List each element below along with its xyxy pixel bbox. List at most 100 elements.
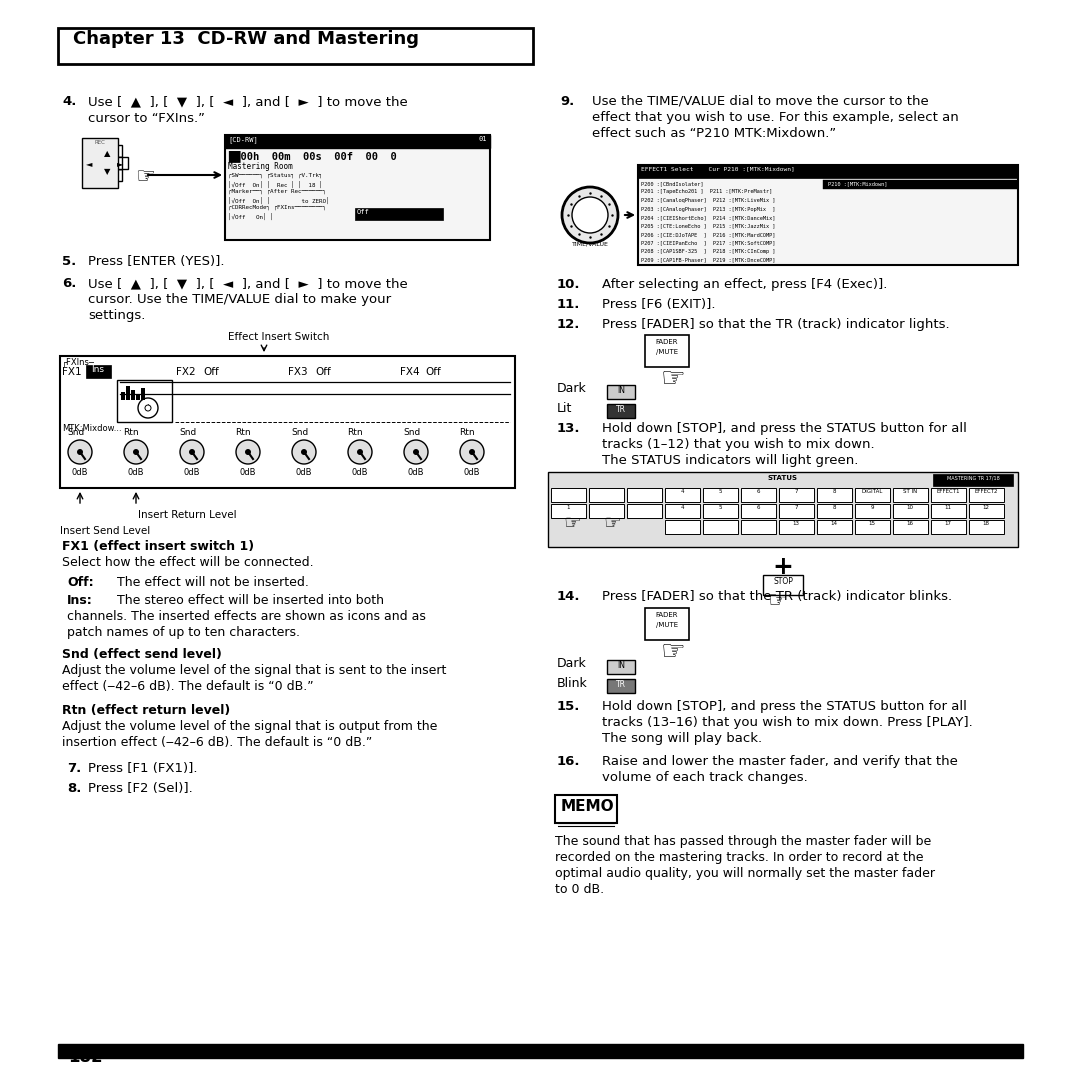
Bar bbox=[665, 519, 700, 534]
Text: Off: Off bbox=[315, 367, 330, 377]
Text: Off: Off bbox=[426, 367, 441, 377]
Text: STOP: STOP bbox=[773, 577, 793, 586]
Text: to 0 dB.: to 0 dB. bbox=[555, 883, 604, 896]
Text: ►: ► bbox=[117, 159, 123, 168]
Bar bbox=[969, 488, 1004, 502]
Bar bbox=[114, 157, 129, 168]
Text: 4: 4 bbox=[680, 489, 684, 494]
Text: FX1 (effect insert switch 1): FX1 (effect insert switch 1) bbox=[62, 540, 254, 553]
Text: 0dB: 0dB bbox=[296, 468, 312, 477]
Text: Press [F6 (EXIT)].: Press [F6 (EXIT)]. bbox=[602, 298, 715, 311]
Text: Use the TIME/VALUE dial to move the cursor to the: Use the TIME/VALUE dial to move the curs… bbox=[592, 95, 929, 108]
Text: 6: 6 bbox=[756, 505, 759, 510]
Text: settings.: settings. bbox=[87, 309, 146, 322]
Text: effect (‒42–6 dB). The default is “0 dB.”: effect (‒42–6 dB). The default is “0 dB.… bbox=[62, 680, 313, 693]
Text: 18: 18 bbox=[983, 521, 989, 526]
Text: TR: TR bbox=[616, 405, 626, 414]
Bar bbox=[225, 135, 490, 240]
Text: │√Off  On│ │  Rec │ │  18 │: │√Off On│ │ Rec │ │ 18 │ bbox=[228, 181, 323, 188]
Circle shape bbox=[562, 187, 618, 243]
Text: Select how the effect will be connected.: Select how the effect will be connected. bbox=[62, 556, 313, 569]
Text: FX4: FX4 bbox=[400, 367, 420, 377]
Bar bbox=[551, 488, 586, 502]
Bar bbox=[665, 488, 700, 502]
Bar bbox=[548, 472, 1018, 546]
Text: Use [  ▲  ], [  ▼  ], [  ◄  ], and [  ►  ] to move the: Use [ ▲ ], [ ▼ ], [ ◄ ], and [ ► ] to mo… bbox=[87, 276, 408, 291]
Text: Insert Send Level: Insert Send Level bbox=[60, 526, 150, 536]
Text: 11: 11 bbox=[945, 505, 951, 510]
Text: 13: 13 bbox=[793, 521, 799, 526]
Bar bbox=[141, 388, 145, 400]
Text: IN: IN bbox=[617, 386, 625, 395]
Bar bbox=[741, 519, 777, 534]
Bar bbox=[100, 157, 122, 168]
Bar bbox=[627, 488, 662, 502]
Text: ☞: ☞ bbox=[661, 638, 686, 666]
Text: 5: 5 bbox=[718, 505, 721, 510]
Text: Hold down [STOP], and press the STATUS button for all: Hold down [STOP], and press the STATUS b… bbox=[602, 422, 967, 435]
Text: Snd: Snd bbox=[403, 428, 420, 437]
Text: Mastering Room: Mastering Room bbox=[228, 162, 293, 171]
Circle shape bbox=[180, 440, 204, 464]
Text: cursor. Use the TIME/VALUE dial to make your: cursor. Use the TIME/VALUE dial to make … bbox=[87, 293, 391, 306]
Bar bbox=[816, 504, 852, 518]
Text: 182: 182 bbox=[68, 1048, 103, 1066]
Bar bbox=[645, 335, 689, 367]
Bar bbox=[121, 392, 125, 400]
Text: Chapter 13  CD-RW and Mastering: Chapter 13 CD-RW and Mastering bbox=[73, 30, 419, 48]
Circle shape bbox=[124, 440, 148, 464]
Text: Dark: Dark bbox=[557, 382, 586, 395]
Text: Rtn: Rtn bbox=[235, 428, 251, 437]
Bar bbox=[779, 504, 814, 518]
Text: insertion effect (‒42–6 dB). The default is “0 dB.”: insertion effect (‒42–6 dB). The default… bbox=[62, 735, 373, 750]
Text: volume of each track changes.: volume of each track changes. bbox=[602, 771, 808, 784]
Bar bbox=[551, 504, 586, 518]
Circle shape bbox=[460, 440, 484, 464]
Text: ▼: ▼ bbox=[104, 167, 110, 176]
Text: 6.: 6. bbox=[62, 276, 77, 291]
Text: Insert Return Level: Insert Return Level bbox=[138, 510, 237, 519]
Bar bbox=[855, 504, 890, 518]
Bar bbox=[645, 608, 689, 640]
Bar bbox=[82, 138, 118, 188]
Bar bbox=[60, 356, 515, 488]
Bar bbox=[607, 404, 635, 418]
Text: P209 :[CAP1FB-Phaser]  P219 :[MTK:DnceCOMP]: P209 :[CAP1FB-Phaser] P219 :[MTK:DnceCOM… bbox=[642, 257, 775, 262]
Bar bbox=[741, 504, 777, 518]
Text: P201 :[TapeEcho201 ]  P211 :[MTK:PreMastr]: P201 :[TapeEcho201 ] P211 :[MTK:PreMastr… bbox=[642, 189, 772, 194]
Text: 14.: 14. bbox=[557, 590, 581, 603]
Text: 11.: 11. bbox=[557, 298, 580, 311]
Text: ☞: ☞ bbox=[603, 514, 621, 534]
Text: 7: 7 bbox=[794, 489, 798, 494]
Text: effect that you wish to use. For this example, select an: effect that you wish to use. For this ex… bbox=[592, 111, 959, 124]
Text: Blink: Blink bbox=[557, 677, 588, 690]
Bar bbox=[131, 390, 135, 400]
Text: FX1: FX1 bbox=[62, 367, 82, 377]
Bar bbox=[779, 519, 814, 534]
Bar bbox=[933, 474, 1013, 486]
Text: 10: 10 bbox=[906, 505, 914, 510]
Text: tracks (1–12) that you wish to mix down.: tracks (1–12) that you wish to mix down. bbox=[602, 438, 875, 451]
Text: P204 :[CIEIShortEcho]  P214 :[MTK:DanceMix]: P204 :[CIEIShortEcho] P214 :[MTK:DanceMi… bbox=[642, 215, 775, 220]
Bar bbox=[638, 165, 1018, 178]
Text: 12: 12 bbox=[983, 505, 989, 510]
Text: Press [F1 (FX1)].: Press [F1 (FX1)]. bbox=[87, 762, 198, 775]
Bar bbox=[703, 504, 738, 518]
Circle shape bbox=[292, 440, 316, 464]
Circle shape bbox=[348, 440, 372, 464]
Text: │√Off  On│ │         to ZERO│: │√Off On│ │ to ZERO│ bbox=[228, 197, 329, 204]
Bar bbox=[855, 519, 890, 534]
Bar bbox=[741, 488, 777, 502]
Text: 6: 6 bbox=[756, 489, 759, 494]
Text: Off:: Off: bbox=[67, 576, 94, 589]
Text: Rtn: Rtn bbox=[123, 428, 138, 437]
Text: The song will play back.: The song will play back. bbox=[602, 732, 762, 745]
Text: 0dB: 0dB bbox=[408, 468, 424, 477]
Text: 0dB: 0dB bbox=[463, 468, 481, 477]
Bar bbox=[589, 504, 624, 518]
Text: │√Off   On│ │: │√Off On│ │ bbox=[228, 213, 273, 220]
Text: ┌Marker──┐ ┌After Rec──────┐: ┌Marker──┐ ┌After Rec──────┐ bbox=[228, 189, 326, 194]
Bar bbox=[665, 504, 700, 518]
Text: TIME/VALUE: TIME/VALUE bbox=[571, 242, 608, 247]
Bar bbox=[126, 386, 130, 400]
